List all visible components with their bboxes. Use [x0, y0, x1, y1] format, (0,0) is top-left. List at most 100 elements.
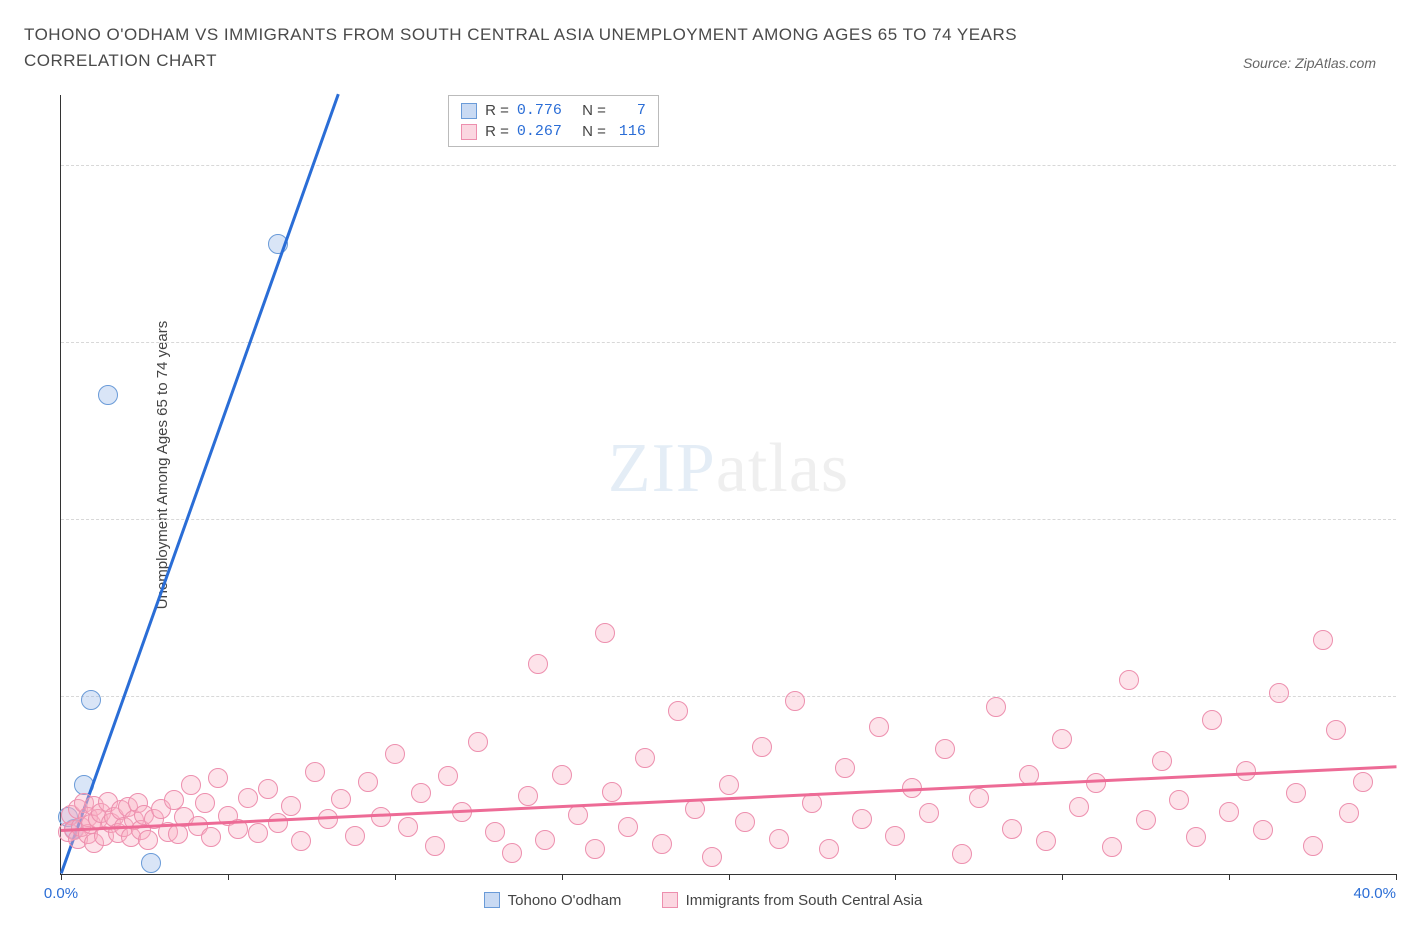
- swatch-pink-icon: [662, 892, 678, 908]
- chart-title: TOHONO O'ODHAM VS IMMIGRANTS FROM SOUTH …: [24, 22, 1146, 73]
- gridline: [61, 696, 1396, 697]
- x-tick: [562, 874, 563, 880]
- stat-n-label: N =: [582, 100, 606, 121]
- data-point-pink: [935, 739, 955, 759]
- data-point-pink: [305, 762, 325, 782]
- data-point-pink: [1136, 810, 1156, 830]
- data-point-pink: [1326, 720, 1346, 740]
- stat-r-value-pink: 0.267: [517, 121, 562, 142]
- stat-n-label: [570, 121, 574, 142]
- x-tick: [395, 874, 396, 880]
- data-point-pink: [535, 830, 555, 850]
- plot-area: ZIPatlas R = 0.776 N = 7 R = 0.267 N = 1…: [60, 95, 1396, 875]
- x-tick: [729, 874, 730, 880]
- data-point-pink: [138, 830, 158, 850]
- data-point-pink: [595, 623, 615, 643]
- data-point-pink: [1069, 797, 1089, 817]
- legend-stats-box: R = 0.776 N = 7 R = 0.267 N = 116: [448, 95, 659, 147]
- data-point-pink: [1152, 751, 1172, 771]
- data-point-pink: [1269, 683, 1289, 703]
- legend-label-blue: Tohono O'odham: [508, 892, 622, 909]
- data-point-pink: [201, 827, 221, 847]
- gridline: [61, 342, 1396, 343]
- data-point-pink: [528, 654, 548, 674]
- data-point-pink: [268, 813, 288, 833]
- data-point-pink: [719, 775, 739, 795]
- stat-n-value-blue: 7: [614, 100, 646, 121]
- swatch-pink-icon: [461, 124, 477, 140]
- data-point-pink: [1102, 837, 1122, 857]
- data-point-pink: [785, 691, 805, 711]
- gridline: [61, 519, 1396, 520]
- data-point-pink: [752, 737, 772, 757]
- data-point-pink: [869, 717, 889, 737]
- x-tick: [228, 874, 229, 880]
- x-tick: [61, 874, 62, 880]
- data-point-pink: [568, 805, 588, 825]
- data-point-pink: [969, 788, 989, 808]
- data-point-pink: [195, 793, 215, 813]
- data-point-pink: [1219, 802, 1239, 822]
- data-point-pink: [585, 839, 605, 859]
- data-point-pink: [238, 788, 258, 808]
- stat-r-label: R =: [485, 121, 509, 142]
- watermark-zip: ZIP: [608, 430, 716, 507]
- data-point-pink: [635, 748, 655, 768]
- data-point-pink: [438, 766, 458, 786]
- data-point-pink: [685, 799, 705, 819]
- data-point-pink: [819, 839, 839, 859]
- data-point-pink: [1313, 630, 1333, 650]
- data-point-pink: [291, 831, 311, 851]
- legend-label-pink: Immigrants from South Central Asia: [686, 892, 923, 909]
- stat-r-label: R =: [485, 100, 509, 121]
- data-point-pink: [1286, 783, 1306, 803]
- data-point-pink: [398, 817, 418, 837]
- data-point-pink: [835, 758, 855, 778]
- data-point-pink: [652, 834, 672, 854]
- data-point-blue: [98, 385, 118, 405]
- data-point-pink: [1339, 803, 1359, 823]
- data-point-pink: [952, 844, 972, 864]
- stat-n-label: [570, 100, 574, 121]
- data-point-pink: [702, 847, 722, 867]
- data-point-pink: [281, 796, 301, 816]
- data-point-pink: [1052, 729, 1072, 749]
- legend-stats-row-blue: R = 0.776 N = 7: [461, 100, 646, 121]
- data-point-pink: [1036, 831, 1056, 851]
- data-point-pink: [552, 765, 572, 785]
- x-tick: [1396, 874, 1397, 880]
- data-point-pink: [518, 786, 538, 806]
- data-point-pink: [208, 768, 228, 788]
- data-point-pink: [1086, 773, 1106, 793]
- stat-n-label: N =: [582, 121, 606, 142]
- data-point-pink: [1002, 819, 1022, 839]
- legend-item-blue: Tohono O'odham: [484, 892, 622, 909]
- x-tick: [895, 874, 896, 880]
- data-point-pink: [345, 826, 365, 846]
- data-point-pink: [735, 812, 755, 832]
- data-point-pink: [485, 822, 505, 842]
- data-point-pink: [668, 701, 688, 721]
- data-point-pink: [385, 744, 405, 764]
- data-point-pink: [769, 829, 789, 849]
- data-point-pink: [258, 779, 278, 799]
- data-point-pink: [411, 783, 431, 803]
- data-point-pink: [1236, 761, 1256, 781]
- gridline: [61, 165, 1396, 166]
- data-point-pink: [1186, 827, 1206, 847]
- data-point-pink: [358, 772, 378, 792]
- data-point-blue: [81, 690, 101, 710]
- data-point-pink: [1119, 670, 1139, 690]
- data-point-pink: [502, 843, 522, 863]
- bottom-legend: Tohono O'odham Immigrants from South Cen…: [0, 892, 1406, 913]
- legend-item-pink: Immigrants from South Central Asia: [662, 892, 923, 909]
- x-tick: [1229, 874, 1230, 880]
- data-point-pink: [919, 803, 939, 823]
- stat-r-value-blue: 0.776: [517, 100, 562, 121]
- data-point-pink: [802, 793, 822, 813]
- data-point-pink: [602, 782, 622, 802]
- swatch-blue-icon: [461, 103, 477, 119]
- data-point-pink: [1353, 772, 1373, 792]
- watermark: ZIPatlas: [608, 429, 849, 509]
- data-point-pink: [371, 807, 391, 827]
